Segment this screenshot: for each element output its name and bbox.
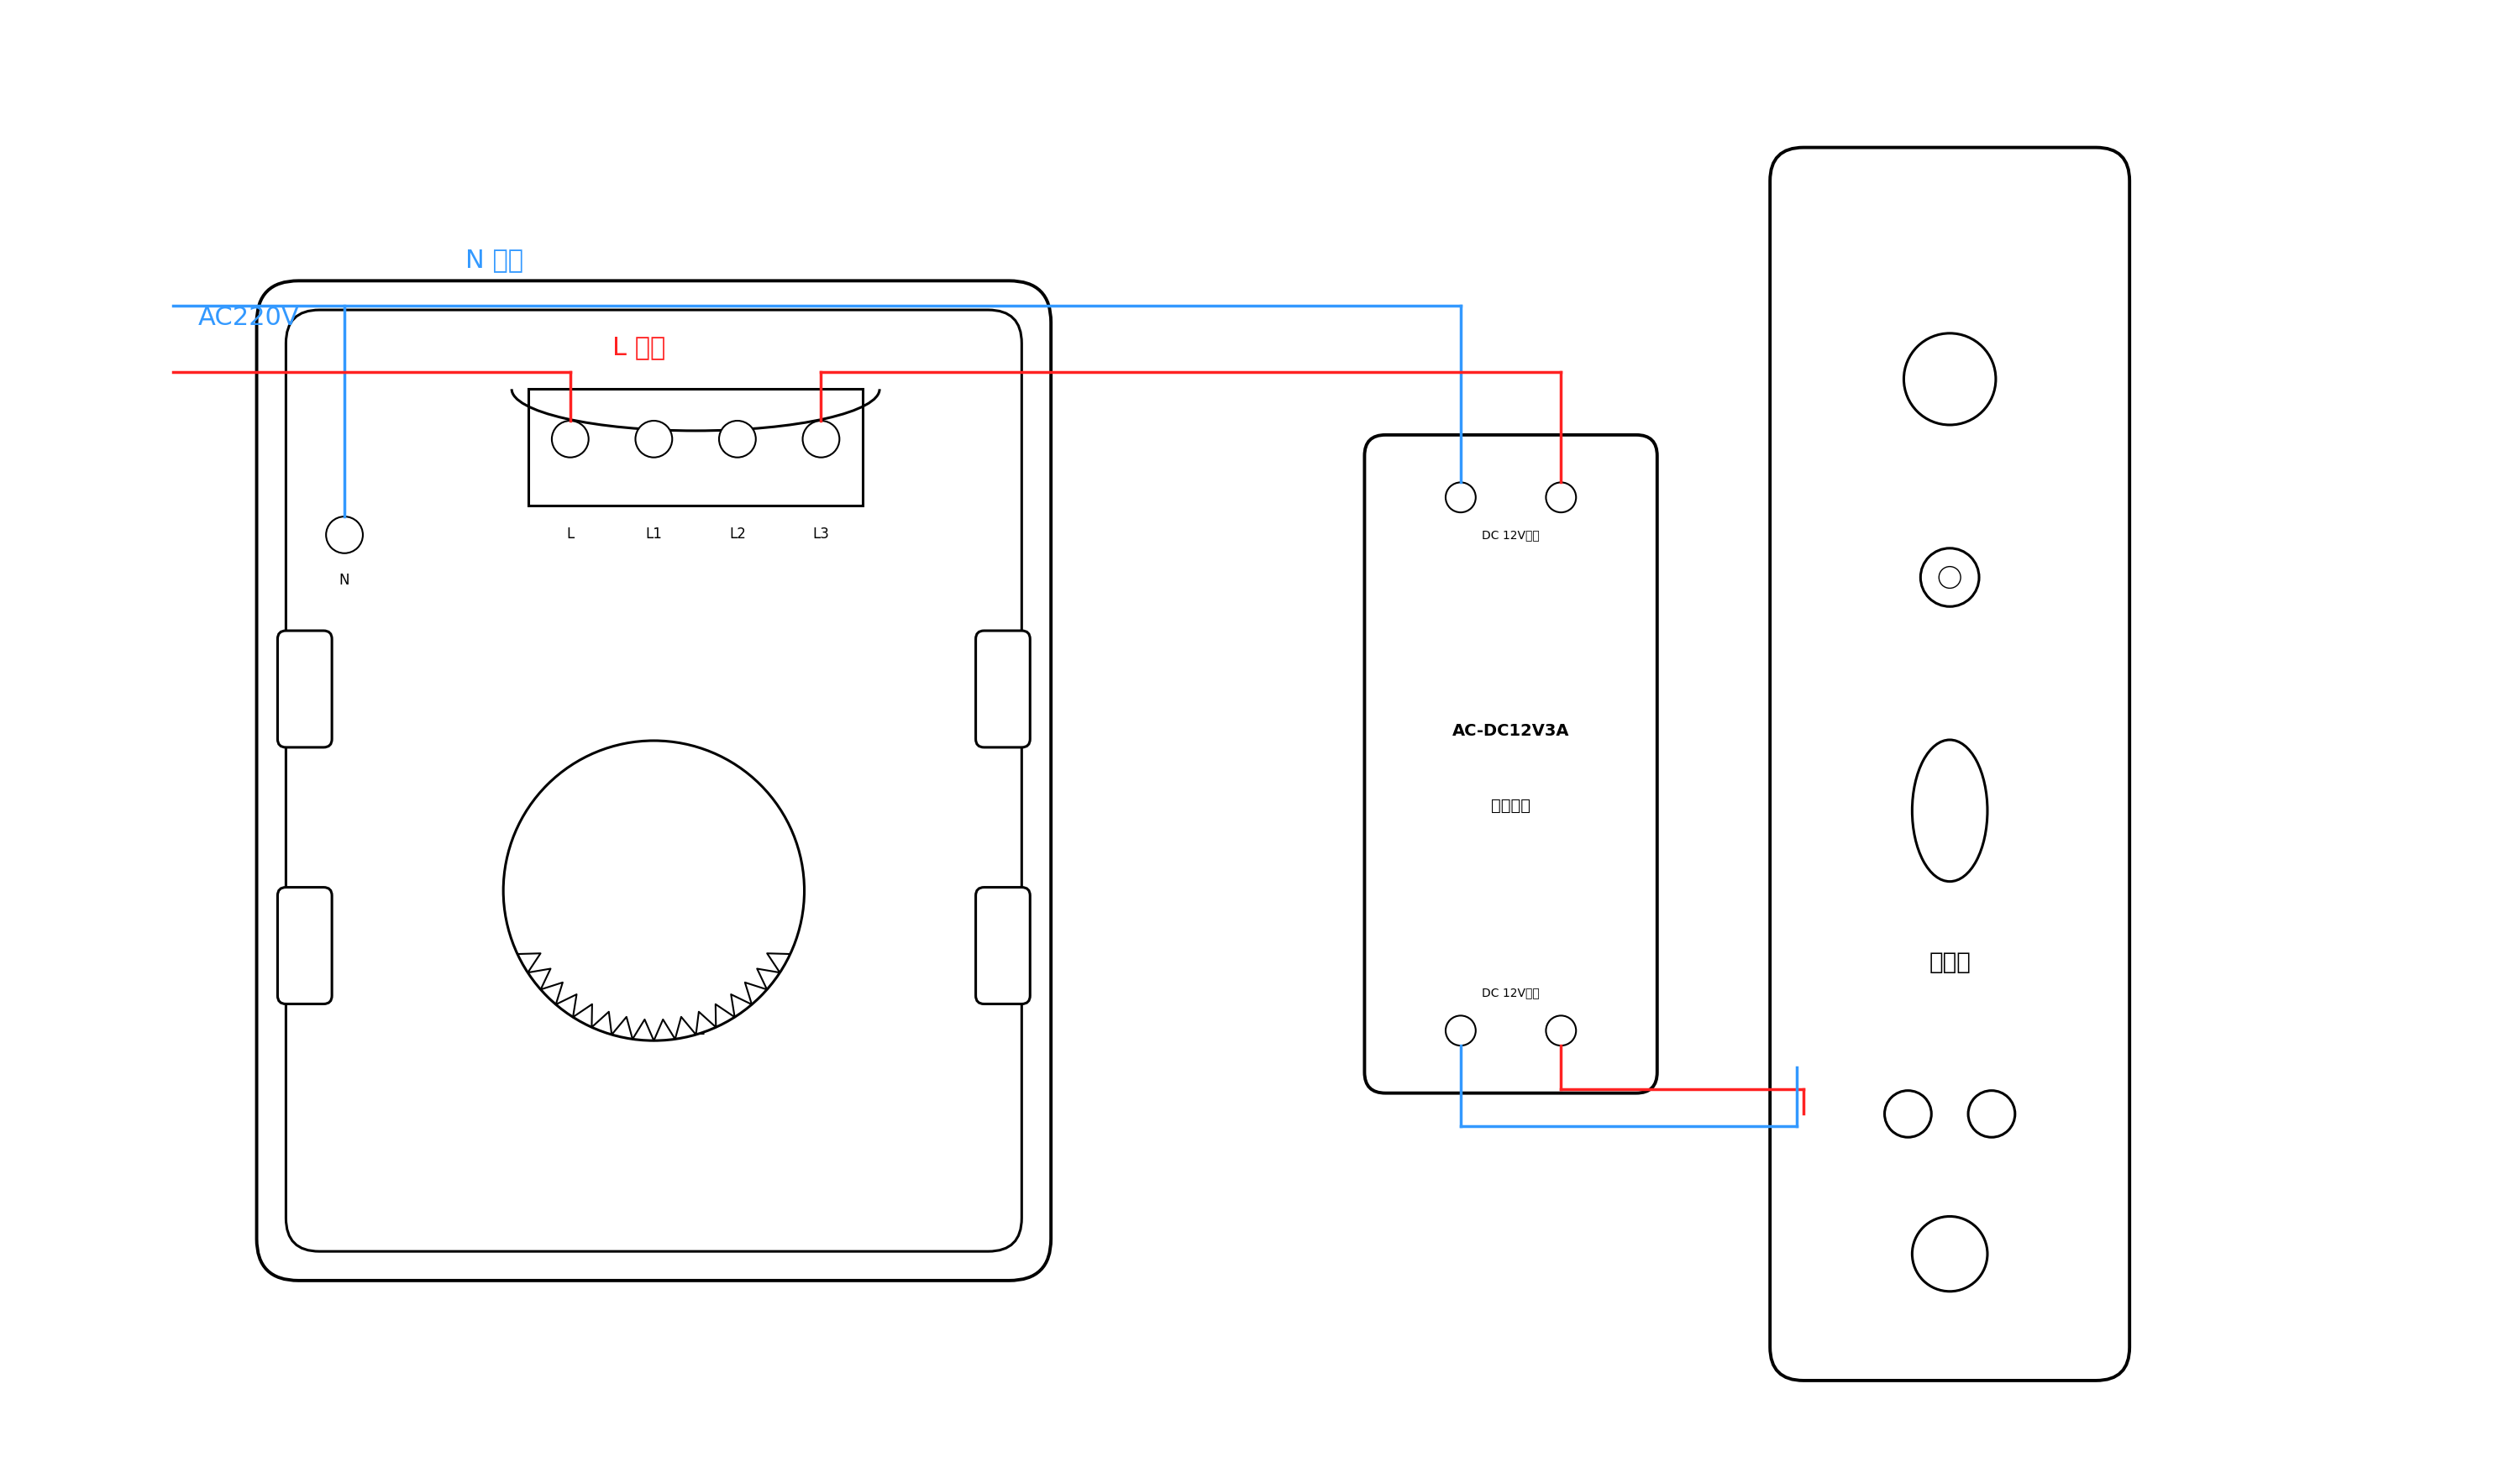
Text: DC 12V输出: DC 12V输出 xyxy=(1482,987,1540,999)
Text: L1: L1 xyxy=(645,526,663,541)
Circle shape xyxy=(1938,566,1961,588)
Text: AC220V: AC220V xyxy=(199,306,300,331)
Bar xyxy=(529,389,862,505)
Circle shape xyxy=(635,421,673,457)
FancyBboxPatch shape xyxy=(257,281,1051,1280)
Text: L3: L3 xyxy=(811,526,829,541)
FancyBboxPatch shape xyxy=(277,631,333,748)
FancyBboxPatch shape xyxy=(975,887,1031,1004)
Text: L: L xyxy=(567,526,575,541)
FancyBboxPatch shape xyxy=(1363,435,1658,1094)
Circle shape xyxy=(504,740,804,1041)
Circle shape xyxy=(1545,482,1575,513)
Circle shape xyxy=(804,421,839,457)
Text: N: N xyxy=(340,572,350,587)
Text: L2: L2 xyxy=(728,526,746,541)
Text: L 火线: L 火线 xyxy=(612,336,665,361)
Text: 电插锁: 电插锁 xyxy=(1928,950,1971,974)
Circle shape xyxy=(1920,548,1978,606)
FancyBboxPatch shape xyxy=(277,887,333,1004)
FancyBboxPatch shape xyxy=(1769,148,2129,1380)
Text: WiFi出门开关: WiFi出门开关 xyxy=(602,1012,706,1036)
Circle shape xyxy=(325,516,363,553)
Circle shape xyxy=(1446,1015,1477,1045)
Ellipse shape xyxy=(1913,740,1988,881)
Text: DC 12V输入: DC 12V输入 xyxy=(1482,529,1540,541)
Circle shape xyxy=(1885,1091,1930,1137)
Circle shape xyxy=(1903,333,1996,424)
Text: N 零线: N 零线 xyxy=(466,248,524,272)
Circle shape xyxy=(1545,1015,1575,1045)
Text: 电源模块: 电源模块 xyxy=(1492,798,1530,813)
Circle shape xyxy=(1913,1216,1988,1292)
Text: AC-DC12V3A: AC-DC12V3A xyxy=(1452,723,1570,739)
FancyBboxPatch shape xyxy=(975,631,1031,748)
Circle shape xyxy=(718,421,756,457)
Circle shape xyxy=(552,421,590,457)
Circle shape xyxy=(1968,1091,2016,1137)
Circle shape xyxy=(1446,482,1477,513)
